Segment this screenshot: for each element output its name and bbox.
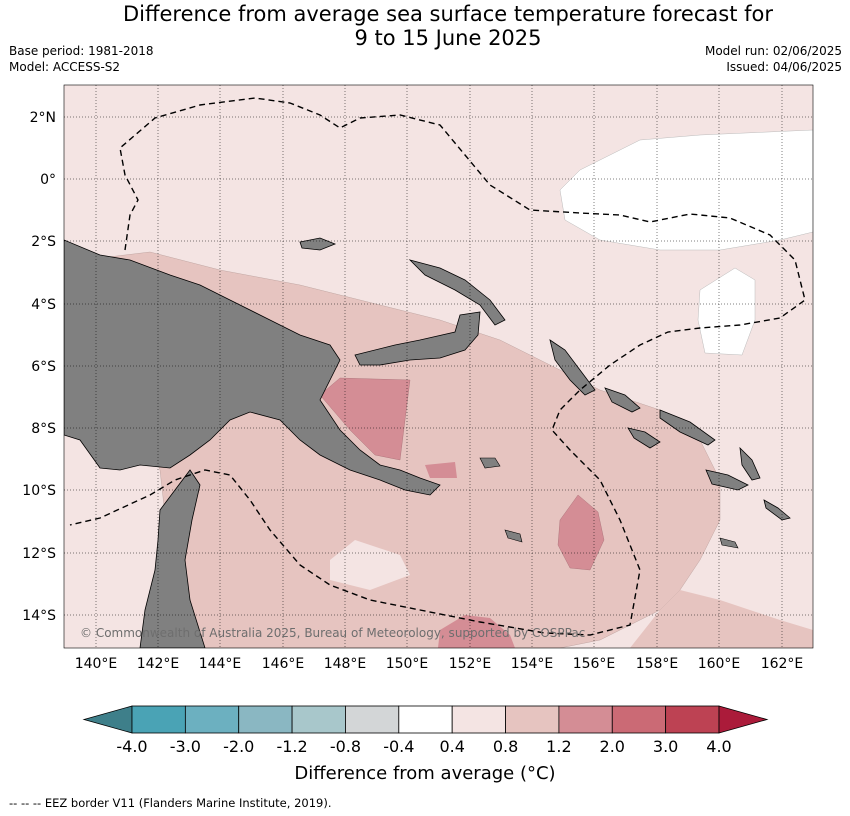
colorbar-tick-label: 0.4: [439, 737, 464, 756]
anomaly-fill-1.2-2.0-small: [425, 462, 457, 478]
colorbar-tick-label: -4.0: [116, 737, 147, 756]
lon-label: 140°E: [75, 656, 118, 672]
title-line-2: 9 to 15 June 2025: [354, 26, 542, 50]
lat-label: 8°S: [31, 421, 56, 437]
lon-label: 144°E: [199, 656, 242, 672]
colorbar-tick-label: -1.2: [276, 737, 307, 756]
neutral-area-small: [697, 267, 756, 356]
lon-label: 162°E: [761, 656, 804, 672]
land-new-britain: [354, 311, 481, 366]
anomaly-fill-pale-patch: [330, 540, 410, 590]
lon-label: 150°E: [386, 656, 429, 672]
anomaly-fill-1.2-2.0-coral-sea: [557, 494, 605, 571]
colorbar-title: Difference from average (°C): [294, 763, 556, 784]
land-cape-york: [139, 469, 206, 648]
colorbar-swatch: [131, 705, 186, 734]
land-bougainville: [549, 339, 596, 396]
eez-border: [69, 97, 806, 636]
land-santa-isabel: [659, 409, 716, 446]
land-malaita: [739, 446, 761, 481]
model-name: Model: ACCESS-S2: [9, 60, 121, 74]
colorbar-swatch: [184, 705, 240, 734]
title-line-1: Difference from average sea surface temp…: [123, 2, 773, 26]
colorbar-swatch: [611, 705, 667, 734]
lat-label: 6°S: [31, 359, 56, 375]
land-choiseul: [604, 387, 641, 413]
colorbar-tick-label: 0.8: [493, 737, 518, 756]
sst-anomaly-map: © Commonwealth of Australia 2025, Bureau…: [22, 84, 814, 756]
anomaly-fill-northwest: [64, 85, 420, 130]
lon-label: 158°E: [636, 656, 679, 672]
land-makira: [763, 499, 791, 521]
land-woodlark: [479, 457, 501, 469]
neutral-area-east: [559, 129, 813, 251]
lon-label: 148°E: [324, 656, 367, 672]
colorbar: -4.0 -3.0 -2.0 -1.2 -0.8 -0.4 0.4 0.8 1.2 2.0 3.0 4…: [82, 705, 769, 756]
colorbar-tick-label: 2.0: [600, 737, 625, 756]
lon-label: 146°E: [262, 656, 305, 672]
colorbar-extend-low: [82, 705, 133, 734]
land-manus: [299, 237, 337, 251]
land-new-ireland: [408, 259, 506, 326]
colorbar-swatch: [558, 705, 613, 734]
lat-label: 10°S: [22, 483, 56, 499]
copyright-notice: © Commonwealth of Australia 2025, Bureau…: [80, 626, 585, 640]
longitude-labels: 140°E 142°E 144°E 146°E 148°E 150°E 152°…: [75, 656, 804, 672]
map-plot-area: © Commonwealth of Australia 2025, Bureau…: [64, 85, 813, 648]
meta-left: Base period: 1981-2018 Model: ACCESS-S2: [9, 43, 154, 75]
lon-label: 154°E: [511, 656, 554, 672]
lat-label: 14°S: [22, 608, 56, 624]
lat-label: 12°S: [22, 546, 56, 562]
colorbar-tick-label: 4.0: [706, 737, 731, 756]
lat-label: 0°: [40, 172, 56, 188]
colorbar-tick-label: -3.0: [170, 737, 201, 756]
lon-label: 156°E: [573, 656, 616, 672]
colorbar-swatch: [505, 705, 560, 734]
base-period: Base period: 1981-2018: [9, 44, 154, 58]
map-title: Difference from average sea surface temp…: [0, 2, 850, 50]
land-new-georgia: [627, 427, 661, 449]
colorbar-tick-label: -0.8: [330, 737, 361, 756]
lon-label: 152°E: [449, 656, 492, 672]
colorbar-tick-label: -0.4: [383, 737, 414, 756]
colorbar-swatch: [345, 705, 400, 734]
anomaly-fill-0.8-1.2-south: [630, 590, 813, 648]
colorbar-tick-label: 1.2: [546, 737, 571, 756]
graticule: [64, 85, 813, 648]
colorbar-tick-label: 3.0: [653, 737, 678, 756]
latitude-labels: 2°N 0° 2°S 4°S 6°S 8°S 10°S 12°S 14°S: [22, 110, 56, 624]
lat-label: 4°S: [31, 297, 56, 313]
eez-legend: -- -- -- EEZ border V11 (Flanders Marine…: [9, 796, 332, 810]
colorbar-extend-high: [718, 705, 769, 734]
colorbar-tick-label: -2.0: [223, 737, 254, 756]
colorbar-swatch: [238, 705, 293, 734]
model-run: Model run: 02/06/2025: [704, 44, 842, 58]
colorbar-swatch: [398, 705, 453, 734]
meta-right: Model run: 02/06/2025 Issued: 04/06/2025: [705, 43, 842, 75]
lat-label: 2°N: [30, 110, 56, 126]
colorbar-swatch: [451, 705, 506, 734]
colorbar-swatch: [291, 705, 346, 734]
land-rossel: [504, 529, 523, 543]
anomaly-fill-1.2-2.0-south: [438, 615, 515, 648]
anomaly-fill-1.2-2.0-gulf: [319, 377, 411, 461]
lon-label: 160°E: [698, 656, 741, 672]
map-frame: [63, 84, 814, 649]
lat-label: 2°S: [31, 234, 56, 250]
land-rennell: [719, 537, 739, 549]
colorbar-swatch: [665, 705, 720, 734]
issued-date: Issued: 04/06/2025: [726, 60, 842, 74]
land-guadalcanal: [705, 469, 749, 491]
lon-label: 142°E: [137, 656, 180, 672]
